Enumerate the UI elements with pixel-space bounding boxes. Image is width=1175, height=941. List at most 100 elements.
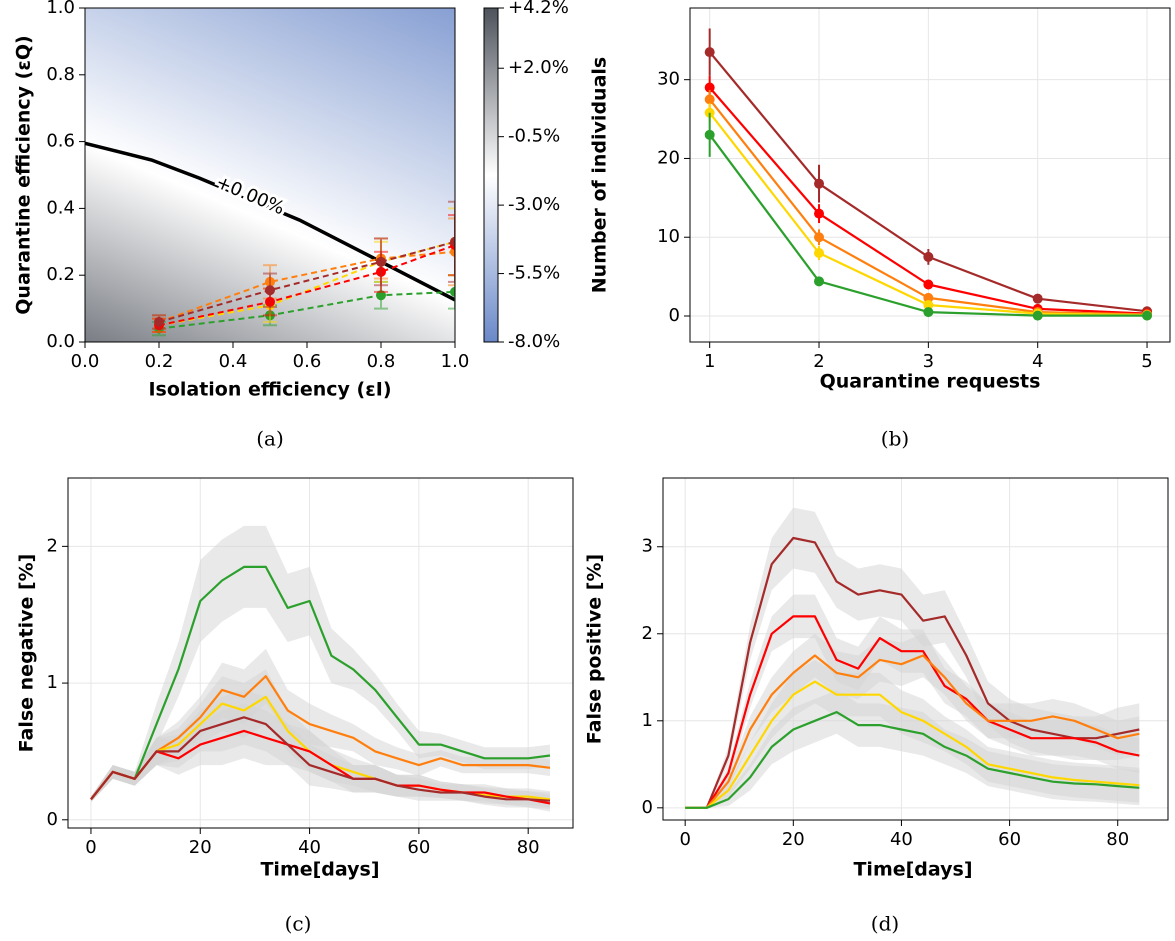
point (704, 47, 715, 58)
series-line (158, 250, 455, 323)
x-tick-label: 40 (298, 837, 321, 858)
x-tick-label: 80 (1106, 829, 1129, 850)
panel: +4.2%+2.0%-0.5%-3.0%-5.5%-8.0%+0.00%0.0 0… (13, 0, 569, 451)
y-tick-label: 10 (657, 226, 680, 247)
x-tick-label: 0.6 (293, 351, 322, 372)
point (923, 251, 934, 262)
point (265, 285, 275, 296)
error-bar (448, 200, 455, 283)
panel: 1 2 3 4 5 0 10 20 30 Quarantine requests Number of… (589, 7, 1171, 451)
point (1032, 293, 1043, 304)
series-line (90, 716, 551, 802)
colorbar-tick-label: -5.5% (508, 263, 560, 284)
y-tick-label: 20 (657, 147, 680, 168)
error-bar (448, 214, 455, 277)
error-band (685, 690, 1140, 808)
point (704, 82, 715, 93)
data-layer (685, 507, 1140, 809)
x-tick-label: 4 (1032, 351, 1043, 372)
y-tick-label: 0.0 (46, 331, 75, 352)
y-tick-label: 0.8 (46, 64, 75, 85)
axes-frame (689, 7, 1171, 343)
x-tick-label: 20 (782, 829, 805, 850)
x-tick-label: 0.8 (367, 351, 396, 372)
series-line (158, 240, 455, 327)
series-line (158, 244, 455, 327)
caption: (a) (256, 427, 284, 451)
point (154, 316, 164, 327)
point (923, 299, 934, 310)
series-line (685, 654, 1140, 809)
x-tick-label: 40 (890, 829, 913, 850)
x-axis-label: Quarantine requests (820, 371, 1041, 393)
error-band (685, 594, 1140, 808)
y-tick-label: 3 (642, 536, 653, 557)
y-tick-label: 1 (47, 672, 58, 693)
point (704, 129, 715, 140)
y-axis-label: False negative [%] (16, 554, 38, 753)
colorbar (483, 7, 499, 343)
x-tick-label: 5 (1141, 351, 1152, 372)
x-axis-label: Time[days] (853, 859, 972, 881)
x-tick-label: 20 (189, 837, 212, 858)
caption: (c) (285, 912, 312, 936)
point (814, 208, 825, 219)
error-bar (448, 217, 455, 287)
point (376, 256, 386, 267)
colorbar-tick-label: -8.0% (508, 331, 560, 352)
x-tick-label: 80 (517, 837, 540, 858)
series-line (685, 615, 1140, 809)
series-line (685, 536, 1140, 809)
x-tick-label: 0 (679, 829, 690, 850)
y-tick-label: 1 (642, 710, 653, 731)
point (1032, 310, 1043, 321)
x-axis-label: Time[days] (260, 859, 379, 881)
point (814, 276, 825, 287)
caption: (b) (881, 427, 909, 451)
axes-frame (662, 477, 1169, 821)
point (814, 178, 825, 189)
y-tick-label: 0 (669, 305, 680, 326)
y-tick-label: 0 (642, 797, 653, 818)
caption: (d) (871, 912, 899, 936)
x-tick-label: 0.2 (145, 351, 174, 372)
series-line (158, 240, 455, 323)
y-tick-label: 0 (47, 809, 58, 830)
x-tick-label: 60 (407, 837, 430, 858)
series-line (685, 680, 1140, 809)
x-tick-label: 1 (704, 351, 715, 372)
point (923, 279, 934, 290)
y-tick-label: 0.4 (46, 197, 75, 218)
x-axis-label: Isolation efficiency (εI) (148, 379, 391, 401)
x-tick-label: 0.4 (219, 351, 248, 372)
colorbar-tick-label: +2.0% (508, 57, 569, 78)
series-line (90, 675, 551, 800)
series-line (158, 290, 455, 330)
colorbar-tick-label: +4.2% (508, 0, 569, 18)
point (923, 307, 934, 318)
y-axis-label: Number of individuals (589, 57, 611, 293)
series-line (90, 729, 551, 805)
y-tick-label: 0.2 (46, 264, 75, 285)
axes-frame (84, 7, 456, 343)
point (923, 292, 934, 303)
point (704, 94, 715, 105)
data-layer (704, 28, 1153, 321)
y-axis-label: False positive [%] (584, 554, 606, 744)
y-tick-label: 0.6 (46, 131, 75, 152)
x-tick-label: 0.0 (71, 351, 100, 372)
series-line (90, 565, 551, 800)
y-tick-label: 2 (642, 623, 653, 644)
point (1142, 310, 1153, 321)
y-tick-label: 30 (657, 69, 680, 90)
series-line (685, 711, 1140, 809)
error-band (91, 669, 550, 808)
point (814, 247, 825, 258)
data-layer (90, 525, 551, 812)
point (450, 236, 455, 247)
panel: 0 20 40 60 80 0 1 2 Time[days] False negative [%]… (16, 477, 574, 936)
x-tick-label: 60 (998, 829, 1021, 850)
